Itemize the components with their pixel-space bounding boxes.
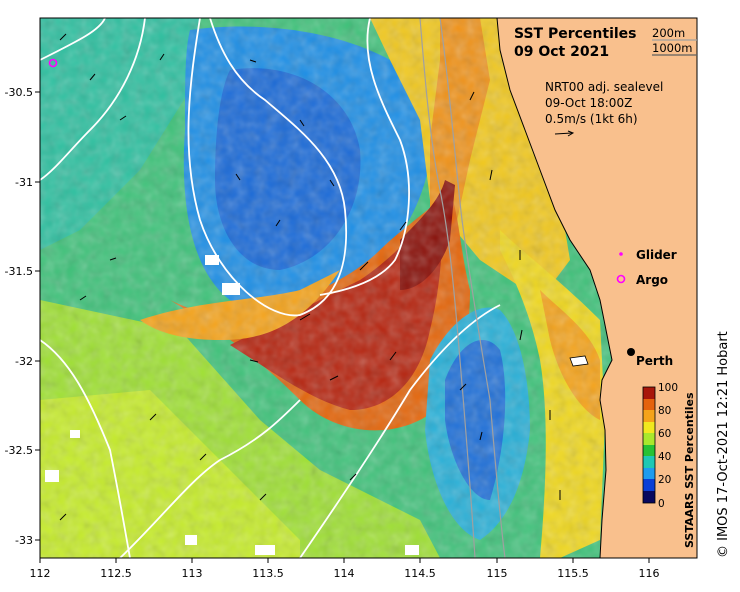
- y-tick-label: -32: [15, 355, 33, 368]
- estuary: [569, 355, 589, 367]
- isobaths: [419, 18, 506, 558]
- x-tick-label: 114.5: [404, 567, 436, 580]
- map-date: 09 Oct 2021: [514, 44, 609, 60]
- colorbar-label: SSTAARS SST Percentiles: [683, 392, 696, 548]
- glider-label: Glider: [636, 248, 677, 262]
- x-tick-label: 113: [182, 567, 203, 580]
- perth-dot-icon: [627, 348, 635, 356]
- y-tick-label: -33: [15, 534, 33, 547]
- x-tick-label: 114: [334, 567, 355, 580]
- y-ticks: [35, 91, 40, 541]
- scale-arrow-icon: [554, 132, 573, 135]
- x-tick-label: 115.5: [557, 567, 589, 580]
- colorbar-tick: 100: [658, 382, 678, 394]
- x-tick-label: 113.5: [252, 567, 284, 580]
- argo-marker-icon: [616, 274, 626, 284]
- argo-label: Argo: [636, 273, 668, 287]
- y-tick-label: -32.5: [5, 444, 33, 457]
- isobath-200-label: 200m: [652, 26, 685, 40]
- current-scale: 0.5m/s (1kt 6h): [545, 112, 638, 126]
- x-tick-label: 115: [487, 567, 508, 580]
- colorbar: [642, 386, 656, 504]
- x-tick-label: 116: [639, 567, 660, 580]
- argo-float-icon: [48, 58, 58, 68]
- current-time: 09-Oct 18:00Z: [545, 96, 632, 110]
- y-tick-label: -30.5: [5, 86, 33, 99]
- y-tick-label: -31: [15, 176, 33, 189]
- x-ticks: [39, 558, 650, 563]
- sealevel-contours: [40, 18, 501, 558]
- perth-label: Perth: [636, 354, 673, 368]
- colorbar-tick: 60: [658, 428, 671, 440]
- colorbar-tick: 80: [658, 405, 671, 417]
- credit-text: © IMOS 17-Oct-2021 12:21 Hobart: [716, 331, 731, 558]
- current-vectors: [59, 33, 561, 521]
- current-source: NRT00 adj. sealevel: [545, 80, 663, 94]
- colorbar-tick: 0: [658, 498, 665, 510]
- x-tick-label: 112.5: [100, 567, 132, 580]
- y-tick-label: -31.5: [5, 265, 33, 278]
- cloud-gaps: [45, 255, 419, 555]
- map-title: SST Percentiles: [514, 26, 637, 42]
- x-tick-label: 112: [30, 567, 51, 580]
- isobath-1000-label: 1000m: [652, 41, 692, 55]
- colorbar-tick: 20: [658, 474, 671, 486]
- map-frame: [39, 17, 698, 559]
- colorbar-tick: 40: [658, 451, 671, 463]
- glider-marker-icon: [619, 252, 623, 256]
